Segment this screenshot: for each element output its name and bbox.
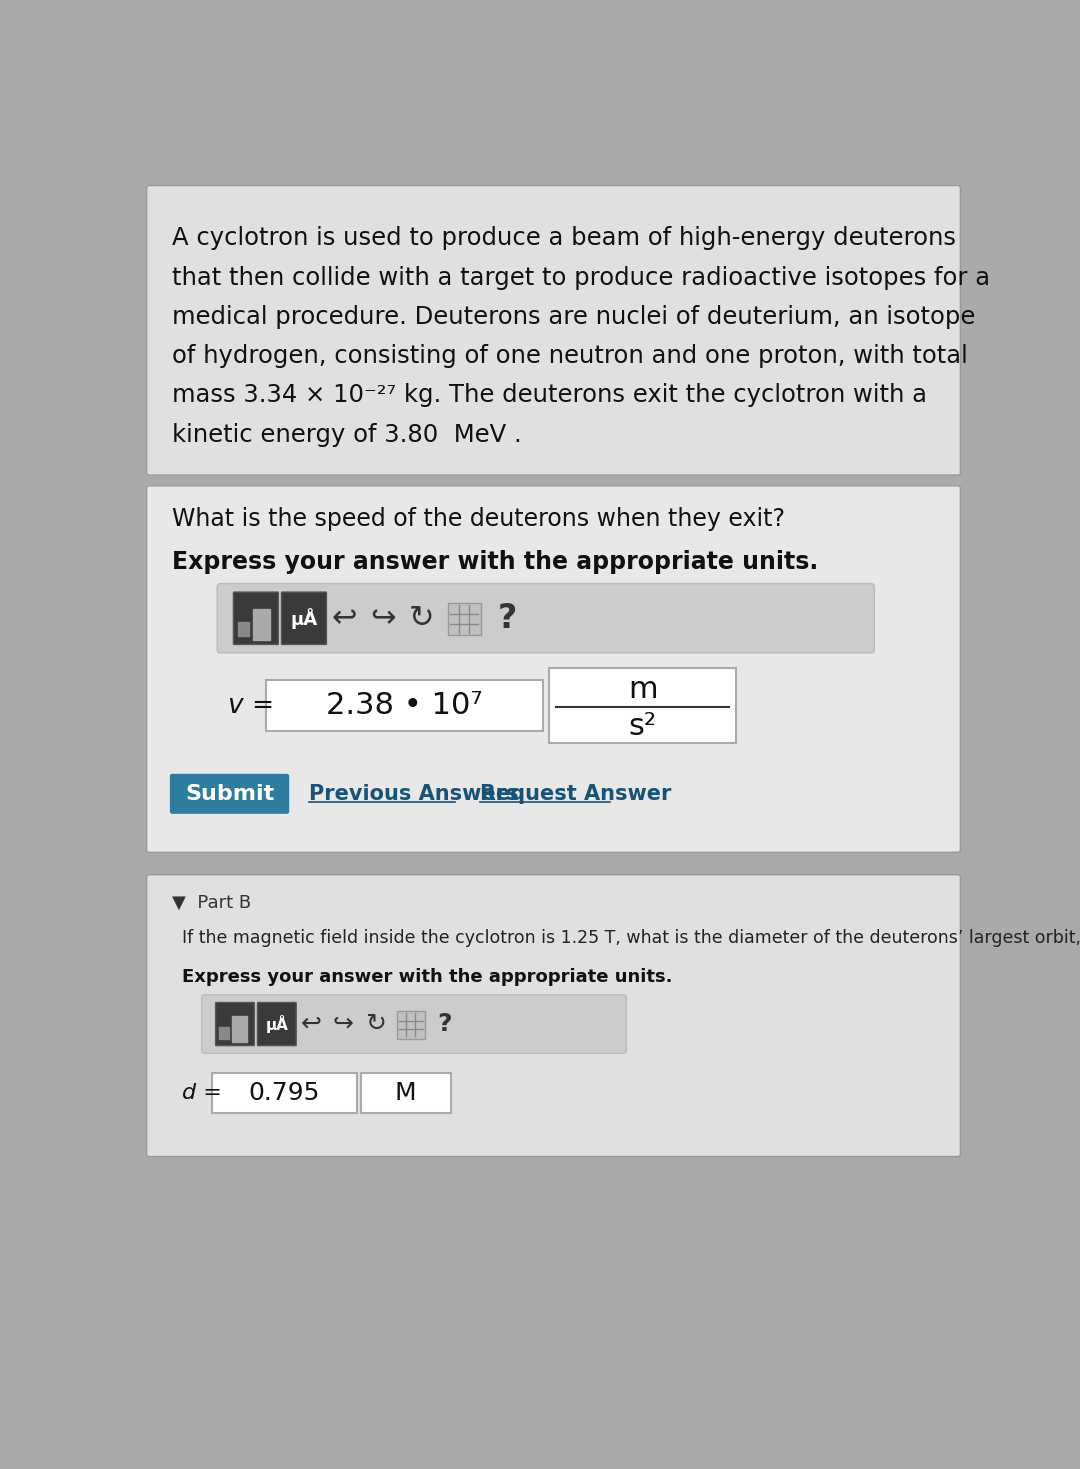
Text: mass 3.34 × 10⁻²⁷ kg. The deuterons exit the cyclotron with a: mass 3.34 × 10⁻²⁷ kg. The deuterons exit… (172, 383, 928, 407)
Text: ↩: ↩ (332, 604, 357, 633)
Text: μÅ: μÅ (291, 608, 318, 629)
Text: If the magnetic field inside the cyclotron is 1.25 T, what is the diameter of th: If the magnetic field inside the cyclotr… (181, 930, 1080, 948)
Text: of hydrogen, consisting of one neutron and one proton, with total: of hydrogen, consisting of one neutron a… (172, 344, 968, 369)
FancyBboxPatch shape (257, 1002, 296, 1046)
FancyBboxPatch shape (202, 995, 626, 1053)
Bar (238, 621, 248, 636)
Text: kinetic energy of 3.80  MeV .: kinetic energy of 3.80 MeV . (172, 423, 522, 447)
Bar (219, 1027, 229, 1039)
FancyBboxPatch shape (212, 1072, 356, 1112)
Text: 0.795: 0.795 (248, 1081, 320, 1105)
Text: Request Answer: Request Answer (480, 784, 672, 804)
Text: d =: d = (181, 1083, 221, 1103)
Text: μÅ: μÅ (266, 1015, 288, 1033)
Text: 2.38 • 10⁷: 2.38 • 10⁷ (326, 690, 483, 720)
Text: Submit: Submit (185, 784, 274, 804)
FancyBboxPatch shape (282, 592, 326, 645)
FancyBboxPatch shape (549, 668, 737, 743)
FancyBboxPatch shape (361, 1072, 451, 1112)
Text: ?: ? (498, 602, 516, 635)
Text: A cyclotron is used to produce a beam of high-energy deuterons: A cyclotron is used to produce a beam of… (172, 226, 956, 250)
FancyBboxPatch shape (170, 774, 289, 814)
FancyBboxPatch shape (233, 592, 279, 645)
Text: s²: s² (629, 711, 657, 740)
FancyBboxPatch shape (217, 583, 875, 652)
Text: ↪: ↪ (370, 604, 395, 633)
Text: ?: ? (437, 1012, 451, 1036)
Text: Express your answer with the appropriate units.: Express your answer with the appropriate… (181, 968, 672, 986)
FancyBboxPatch shape (216, 1002, 255, 1046)
Text: that then collide with a target to produce radioactive isotopes for a: that then collide with a target to produ… (172, 266, 990, 289)
FancyBboxPatch shape (147, 486, 960, 852)
Text: medical procedure. Deuterons are nuclei of deuterium, an isotope: medical procedure. Deuterons are nuclei … (172, 306, 975, 329)
Text: M: M (394, 1081, 416, 1105)
Text: Previous Answers: Previous Answers (309, 784, 518, 804)
Text: ↻: ↻ (409, 604, 434, 633)
Text: ↩: ↩ (300, 1012, 322, 1036)
Bar (232, 1015, 247, 1042)
Text: ↻: ↻ (365, 1012, 387, 1036)
Text: v =: v = (228, 693, 274, 718)
FancyBboxPatch shape (448, 602, 481, 635)
Text: What is the speed of the deuterons when they exit?: What is the speed of the deuterons when … (172, 507, 785, 532)
Text: m: m (627, 676, 658, 704)
FancyBboxPatch shape (147, 874, 960, 1156)
FancyBboxPatch shape (266, 680, 542, 732)
Text: ▼  Part B: ▼ Part B (172, 895, 252, 912)
FancyBboxPatch shape (147, 185, 960, 474)
FancyBboxPatch shape (397, 1011, 424, 1039)
Bar (253, 610, 270, 640)
Text: Express your answer with the appropriate units.: Express your answer with the appropriate… (172, 549, 819, 574)
Text: ↪: ↪ (333, 1012, 354, 1036)
